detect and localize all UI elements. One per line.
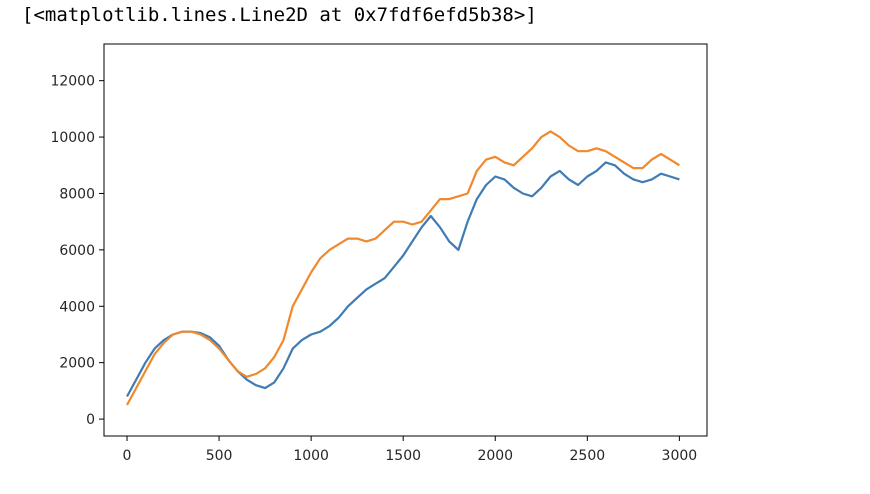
y-tick-label: 0 [86,412,95,428]
series-line-1 [126,161,680,398]
y-axis: 0 2000 4000 6000 8000 10000 12000 [50,74,104,428]
y-tick-label: 4000 [59,299,95,315]
x-tick-label: 500 [206,448,233,464]
x-tick-label: 3000 [662,448,698,464]
y-tick-label: 6000 [59,243,95,259]
y-tick-label: 10000 [50,130,95,146]
x-tick-label: 2500 [570,448,606,464]
x-axis: 0 500 1000 1500 2000 2500 3000 [123,436,698,464]
cell-output-repr: [<matplotlib.lines.Line2D at 0x7fdf6efd5… [22,4,537,26]
x-tick-label: 0 [123,448,132,464]
x-tick-label: 2000 [477,448,513,464]
y-tick-label: 12000 [50,74,95,90]
y-tick-label: 2000 [59,356,95,372]
plot-frame [103,43,708,437]
y-tick-label: 8000 [59,186,95,202]
x-tick-label: 1000 [293,448,329,464]
x-tick-label: 1500 [385,448,421,464]
plot-lines [126,130,680,406]
series-line-2 [126,130,680,406]
